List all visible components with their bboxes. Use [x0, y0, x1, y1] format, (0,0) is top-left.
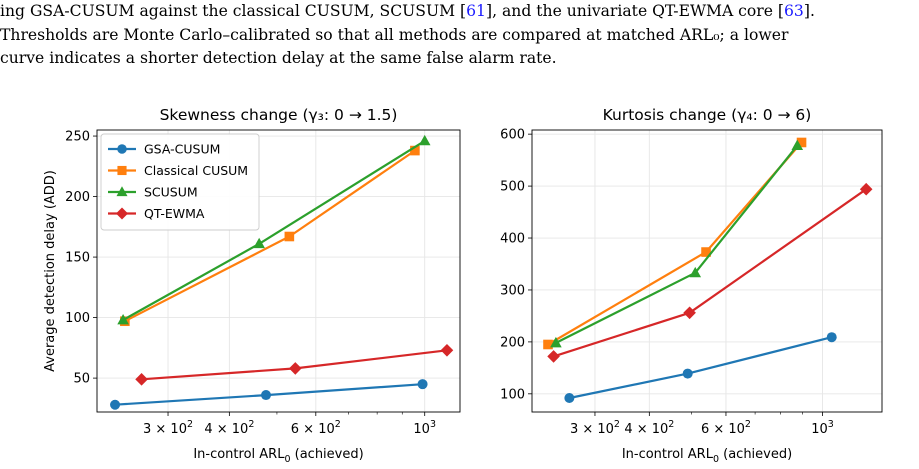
- data-point: [826, 332, 837, 343]
- x-tick-label: 4 × 102: [204, 419, 254, 437]
- data-point: [410, 145, 420, 156]
- x-axis-label-subscript: 0: [713, 454, 719, 465]
- data-point: [564, 392, 575, 403]
- citation-link-61[interactable]: 61: [466, 2, 486, 20]
- paragraph-line-1: ing GSA-CUSUM against the classical CUSU…: [0, 2, 815, 20]
- data-point: [796, 137, 807, 148]
- x-axis-label-part: (achieved): [719, 447, 792, 462]
- data-point: [550, 336, 562, 348]
- data-point: [135, 373, 148, 386]
- y-tick-label: 100: [500, 387, 525, 402]
- legend-box: [100, 133, 260, 231]
- y-tick-label: 250: [65, 130, 90, 145]
- x-tick-label-base: 10: [413, 422, 430, 437]
- x-tick-label-exponent: 2: [668, 419, 674, 430]
- x-tick-label: 3 × 102: [570, 419, 620, 437]
- x-tick-label-exponent: 2: [248, 419, 254, 430]
- x-tick-label: 6 × 102: [701, 419, 751, 437]
- data-point: [682, 368, 693, 379]
- data-point: [683, 306, 696, 320]
- x-tick-label-exponent: 3: [828, 419, 834, 430]
- y-tick-label: 500: [500, 180, 525, 195]
- data-point: [284, 231, 295, 242]
- data-point: [117, 314, 129, 325]
- y-tick-label: 400: [500, 232, 525, 247]
- series-line-classical-cusum: [547, 141, 803, 346]
- x-axis-label-part: (achieved): [291, 447, 364, 462]
- legend-marker: [116, 207, 128, 220]
- x-tick-label: 103: [811, 419, 834, 437]
- x-tick-label-base: 4 × 10: [204, 422, 248, 437]
- x-axis-label-subscript: 0: [284, 454, 290, 465]
- x-tick-label-base: 4 × 10: [624, 422, 668, 437]
- x-axis-label-part: In-control ARL: [193, 447, 285, 462]
- legend-label: GSA-CUSUM: [144, 142, 220, 157]
- legend-label: QT-EWMA: [144, 206, 205, 221]
- y-tick-label: 200: [65, 190, 90, 205]
- plot-frame: [531, 129, 883, 413]
- x-tick-label-base: 6 × 10: [701, 422, 745, 437]
- x-tick-label-exponent: 3: [430, 419, 436, 430]
- series-line-qt-ewma: [553, 188, 867, 358]
- x-tick-label: 103: [413, 419, 436, 437]
- x-tick-label: 4 × 102: [624, 419, 674, 437]
- data-point: [110, 399, 121, 410]
- series-line-gsa-cusum: [569, 336, 832, 400]
- x-tick-label-base: 3 × 10: [143, 422, 187, 437]
- paragraph-line-3: curve indicates a shorter detection dela…: [0, 49, 557, 67]
- y-tick-label: 600: [500, 128, 525, 143]
- x-tick-label: 6 × 102: [291, 419, 341, 437]
- plot-frame: [96, 129, 461, 413]
- data-point: [417, 379, 428, 390]
- data-point: [253, 237, 265, 249]
- citation-link-63[interactable]: 63: [784, 2, 804, 20]
- x-tick-label-exponent: 2: [187, 419, 193, 430]
- y-tick-label: 300: [500, 283, 525, 298]
- y-tick-label: 50: [73, 372, 90, 387]
- data-point: [791, 139, 804, 150]
- data-point: [543, 339, 553, 350]
- x-tick-label-base: 3 × 10: [570, 422, 614, 437]
- data-point: [260, 390, 271, 401]
- legend: GSA-CUSUM Classical CUSUM SCUSUM QT-EWMA: [100, 133, 260, 231]
- x-axis-label-part: In-control ARL: [622, 447, 714, 462]
- x-tick-label: 3 × 102: [143, 419, 193, 437]
- y-axis-label: Average detection delay (ADD): [43, 170, 58, 372]
- x-axis-label: In-control ARL0 (achieved): [193, 447, 363, 465]
- data-point: [859, 182, 873, 196]
- paragraph: ing GSA-CUSUM against the classical CUSU…: [0, 0, 919, 71]
- chart-title: Kurtosis change (γ₄: 0 → 6): [603, 106, 812, 124]
- series-line-scusum: [555, 144, 799, 344]
- x-axis-label: In-control ARL0 (achieved): [622, 447, 792, 465]
- data-point: [701, 247, 711, 257]
- legend-marker: [116, 186, 128, 197]
- data-point: [418, 134, 431, 146]
- chart-title: Skewness change (γ₃: 0 → 1.5): [160, 106, 398, 124]
- x-tick-label-base: 10: [811, 422, 828, 437]
- data-point: [689, 266, 702, 278]
- x-tick-label-exponent: 2: [745, 419, 751, 430]
- y-tick-label: 100: [65, 311, 90, 326]
- legend-marker: [117, 165, 127, 176]
- data-point: [440, 343, 454, 357]
- legend-label: Classical CUSUM: [144, 163, 248, 178]
- x-tick-label-exponent: 2: [335, 419, 341, 430]
- data-point: [289, 362, 302, 375]
- legend-marker: [117, 144, 127, 154]
- y-tick-label: 150: [65, 251, 90, 266]
- paragraph-line-2: Thresholds are Monte Carlo–calibrated so…: [0, 25, 789, 44]
- data-point: [547, 350, 560, 363]
- y-tick-label: 200: [500, 335, 525, 350]
- x-tick-label-base: 6 × 10: [291, 422, 335, 437]
- x-tick-label-exponent: 2: [614, 419, 620, 430]
- legend-label: SCUSUM: [144, 185, 198, 200]
